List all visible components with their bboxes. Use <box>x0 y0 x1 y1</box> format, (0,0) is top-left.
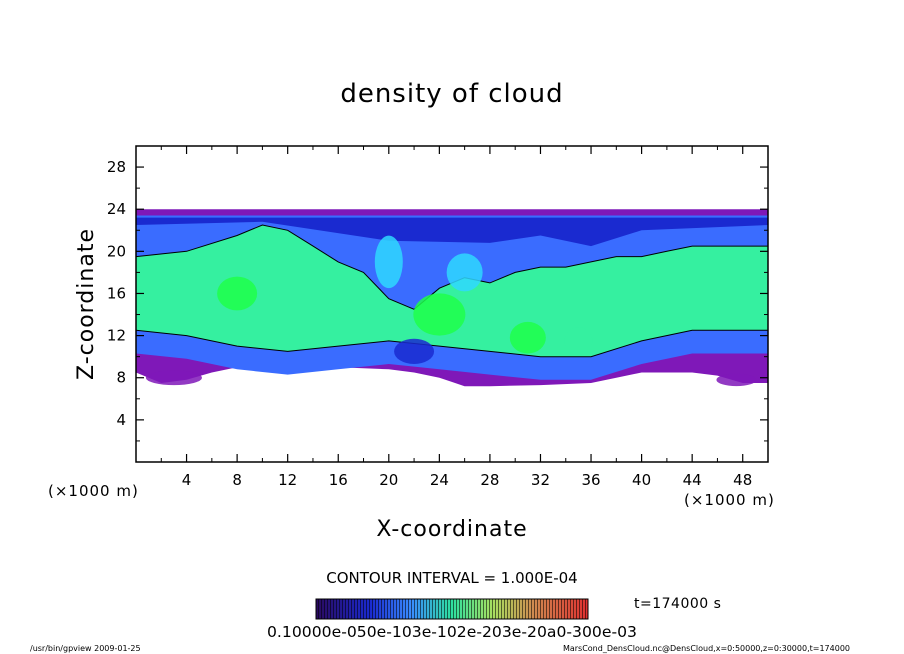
y-tick-label: 28 <box>107 158 126 176</box>
cloud-detail-blobs <box>145 235 757 387</box>
dark-blue-blob <box>394 338 435 364</box>
green-blob <box>509 321 546 354</box>
cyan-swirl <box>374 235 403 289</box>
dark-blue-top-band <box>136 217 768 247</box>
time-label: t=174000 s <box>634 596 721 612</box>
purple-blob <box>716 373 757 387</box>
x-axis-ticks: 4 8 12 16 20 24 28 32 36 40 44 48 <box>160 146 752 489</box>
x-tick-label: 24 <box>430 471 449 489</box>
footer-data-source: MarsCond_DensCloud.nc@DensCloud,x=0:5000… <box>563 644 850 653</box>
x-tick-label: 36 <box>581 471 600 489</box>
y-tick-label: 16 <box>107 284 126 302</box>
footer-program-date: /usr/bin/gpview 2009-01-25 <box>30 644 141 653</box>
colorbar-stripes <box>316 599 588 619</box>
x-tick-label: 44 <box>683 471 702 489</box>
chart-title: density of cloud <box>340 79 563 109</box>
x-tick-label: 40 <box>632 471 651 489</box>
x-tick-label: 48 <box>733 471 752 489</box>
x-tick-label: 20 <box>379 471 398 489</box>
plot-area <box>136 146 768 462</box>
y-tick-label: 24 <box>107 200 126 218</box>
x-tick-label: 12 <box>278 471 297 489</box>
x-tick-label: 4 <box>182 471 192 489</box>
y-tick-label: 4 <box>116 411 126 429</box>
x-axis-label: X-coordinate <box>376 517 527 542</box>
y-axis-label: Z-coordinate <box>74 228 99 380</box>
x-tick-label: 16 <box>329 471 348 489</box>
y-axis-ticks: 4 8 12 16 20 24 28 <box>107 158 768 442</box>
x-tick-label: 32 <box>531 471 550 489</box>
y-tick-label: 20 <box>107 242 126 260</box>
x-tick-label: 28 <box>480 471 499 489</box>
y-axis-unit: (×1000 m) <box>48 482 139 500</box>
contour-interval-label: CONTOUR INTERVAL = 1.000E-04 <box>326 569 577 587</box>
plot-frame <box>135 145 769 463</box>
x-axis-unit: (×1000 m) <box>684 491 775 509</box>
green-blob <box>413 293 466 336</box>
x-tick-label: 8 <box>232 471 242 489</box>
green-blob <box>564 327 593 355</box>
green-blob <box>217 276 258 311</box>
y-tick-label: 8 <box>116 369 126 387</box>
purple-blob <box>145 370 202 386</box>
cyan-swirl <box>446 253 483 292</box>
colorbar-tick-labels: 0.10000e-050e-103e-102e-203e-20a0-300e-0… <box>267 623 637 641</box>
y-tick-label: 12 <box>107 327 126 345</box>
